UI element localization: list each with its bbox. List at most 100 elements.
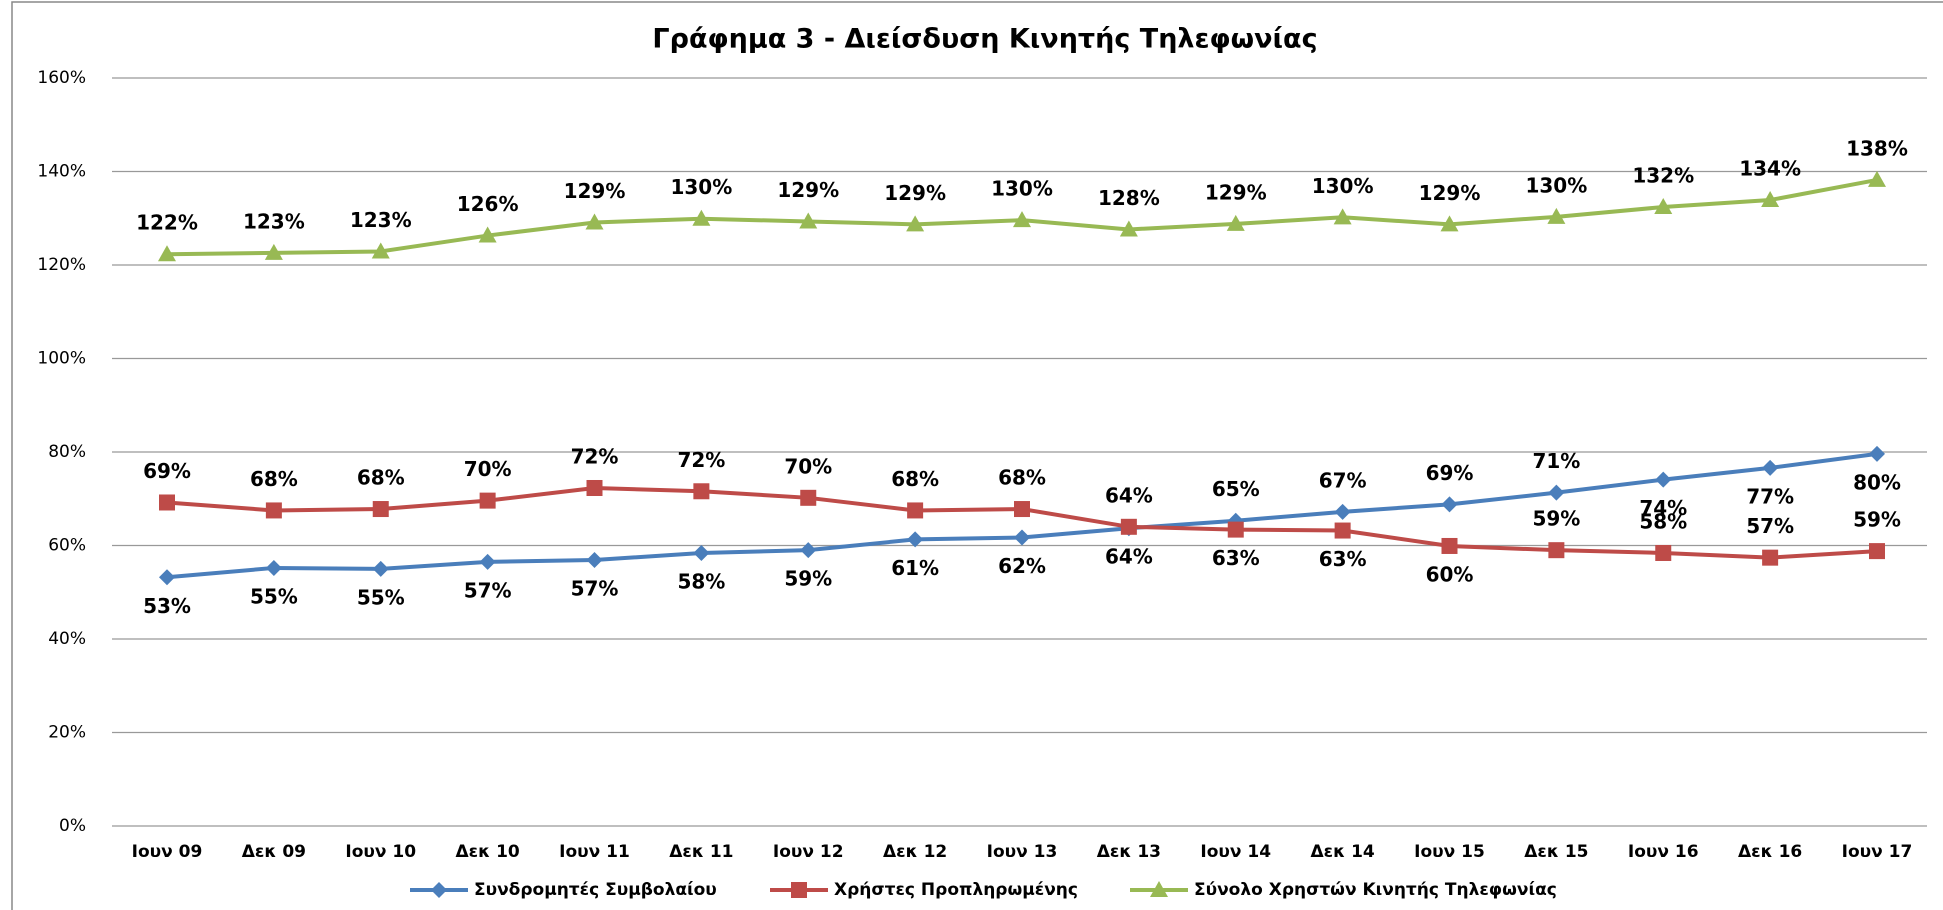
y-tick-label: 120% [37, 255, 86, 275]
x-tick-label: Δεκ 12 [883, 842, 947, 862]
data-label: 71% [1532, 449, 1580, 473]
data-point [1547, 207, 1566, 224]
data-label: 129% [884, 181, 946, 205]
data-label: 58% [677, 569, 725, 593]
chart-border [11, 1, 1943, 910]
data-point [800, 542, 817, 559]
data-point [1869, 543, 1885, 560]
data-label: 63% [1319, 547, 1367, 571]
data-point [265, 502, 282, 519]
data-label: 130% [670, 175, 732, 199]
data-point [1120, 518, 1137, 535]
y-tick-label: 0% [59, 816, 86, 836]
y-tick-label: 80% [48, 442, 86, 462]
y-tick-label: 40% [48, 629, 86, 649]
data-point [158, 245, 176, 262]
data-label: 57% [571, 576, 619, 600]
data-point [265, 559, 282, 576]
x-tick-label: Δεκ 15 [1524, 842, 1588, 862]
data-label: 57% [1746, 514, 1794, 538]
data-point [1548, 542, 1565, 559]
series-line [166, 485, 1878, 560]
data-label: 74% [1639, 496, 1687, 520]
x-tick-label: Δεκ 10 [455, 842, 519, 862]
chart-title: Γράφημα 3 - Διείσδυση Κινητής Τηλεφωνίας [652, 24, 1317, 55]
data-point [1334, 503, 1351, 520]
data-label: 68% [250, 467, 298, 491]
legend-marker [791, 882, 807, 898]
data-label: 67% [1319, 468, 1367, 492]
data-label: 80% [1853, 470, 1901, 494]
data-label: 63% [1212, 546, 1260, 570]
data-point [906, 215, 925, 232]
data-point [1761, 191, 1780, 208]
data-point [159, 494, 175, 511]
data-label: 130% [1312, 174, 1374, 198]
data-label: 134% [1739, 157, 1801, 181]
data-label: 70% [784, 454, 832, 478]
data-label: 72% [571, 444, 619, 468]
data-label: 61% [891, 556, 939, 580]
data-point [372, 501, 389, 518]
data-point [907, 502, 924, 519]
data-label: 77% [1746, 484, 1794, 508]
data-point [799, 212, 818, 229]
x-tick-label: Ιουν 11 [559, 842, 630, 862]
legend-marker [431, 882, 447, 898]
data-label: 55% [250, 584, 298, 608]
data-point [586, 479, 603, 496]
data-point [1333, 208, 1352, 225]
data-point [1762, 459, 1779, 476]
data-label: 62% [998, 554, 1046, 578]
data-point [264, 243, 283, 260]
y-tick-label: 160% [37, 68, 86, 88]
legend-label: Σύνολο Χρηστών Κινητής Τηλεφωνίας [1194, 880, 1557, 900]
data-label: 59% [784, 567, 832, 591]
data-label: 55% [357, 585, 405, 609]
y-tick-label: 20% [48, 723, 86, 743]
data-label: 64% [1105, 483, 1153, 507]
x-tick-label: Δεκ 13 [1097, 842, 1161, 862]
x-tick-label: Ιουν 17 [1842, 842, 1913, 862]
x-tick-label: Δεκ 09 [242, 842, 306, 862]
data-label: 129% [777, 178, 839, 202]
data-label: 60% [1426, 562, 1474, 586]
data-label: 72% [677, 448, 725, 472]
data-label: 128% [1098, 186, 1160, 210]
data-point [693, 483, 710, 500]
data-label: 129% [1419, 181, 1481, 205]
data-label: 58% [1639, 509, 1687, 533]
data-point [1654, 198, 1673, 215]
data-label: 129% [564, 179, 626, 203]
data-point [585, 213, 604, 230]
data-point [1227, 521, 1244, 538]
data-label: 68% [357, 466, 405, 490]
x-tick-label: Ιουν 14 [1200, 842, 1271, 862]
data-label: 59% [1532, 507, 1580, 531]
data-point [1441, 537, 1458, 554]
data-point [1655, 544, 1672, 561]
x-tick-label: Ιουν 10 [345, 842, 416, 862]
data-label: 64% [1105, 545, 1153, 569]
data-point [586, 551, 603, 568]
data-label: 68% [891, 467, 939, 491]
data-label: 122% [136, 211, 198, 235]
data-point [478, 226, 497, 243]
x-tick-label: Δεκ 11 [669, 842, 733, 862]
data-point [372, 560, 389, 577]
data-label: 53% [143, 594, 191, 618]
data-point [479, 553, 496, 570]
y-tick-label: 100% [37, 349, 86, 369]
x-tick-label: Ιουν 09 [132, 842, 203, 862]
x-tick-label: Ιουν 16 [1628, 842, 1699, 862]
data-label: 129% [1205, 180, 1267, 204]
x-tick-label: Ιουν 12 [773, 842, 844, 862]
data-label: 126% [457, 192, 519, 216]
data-point [1014, 529, 1030, 546]
data-point [692, 209, 711, 226]
x-tick-label: Ιουν 13 [987, 842, 1058, 862]
data-point [1440, 215, 1459, 232]
data-label: 70% [464, 457, 512, 481]
x-tick-label: Δεκ 14 [1310, 842, 1374, 862]
